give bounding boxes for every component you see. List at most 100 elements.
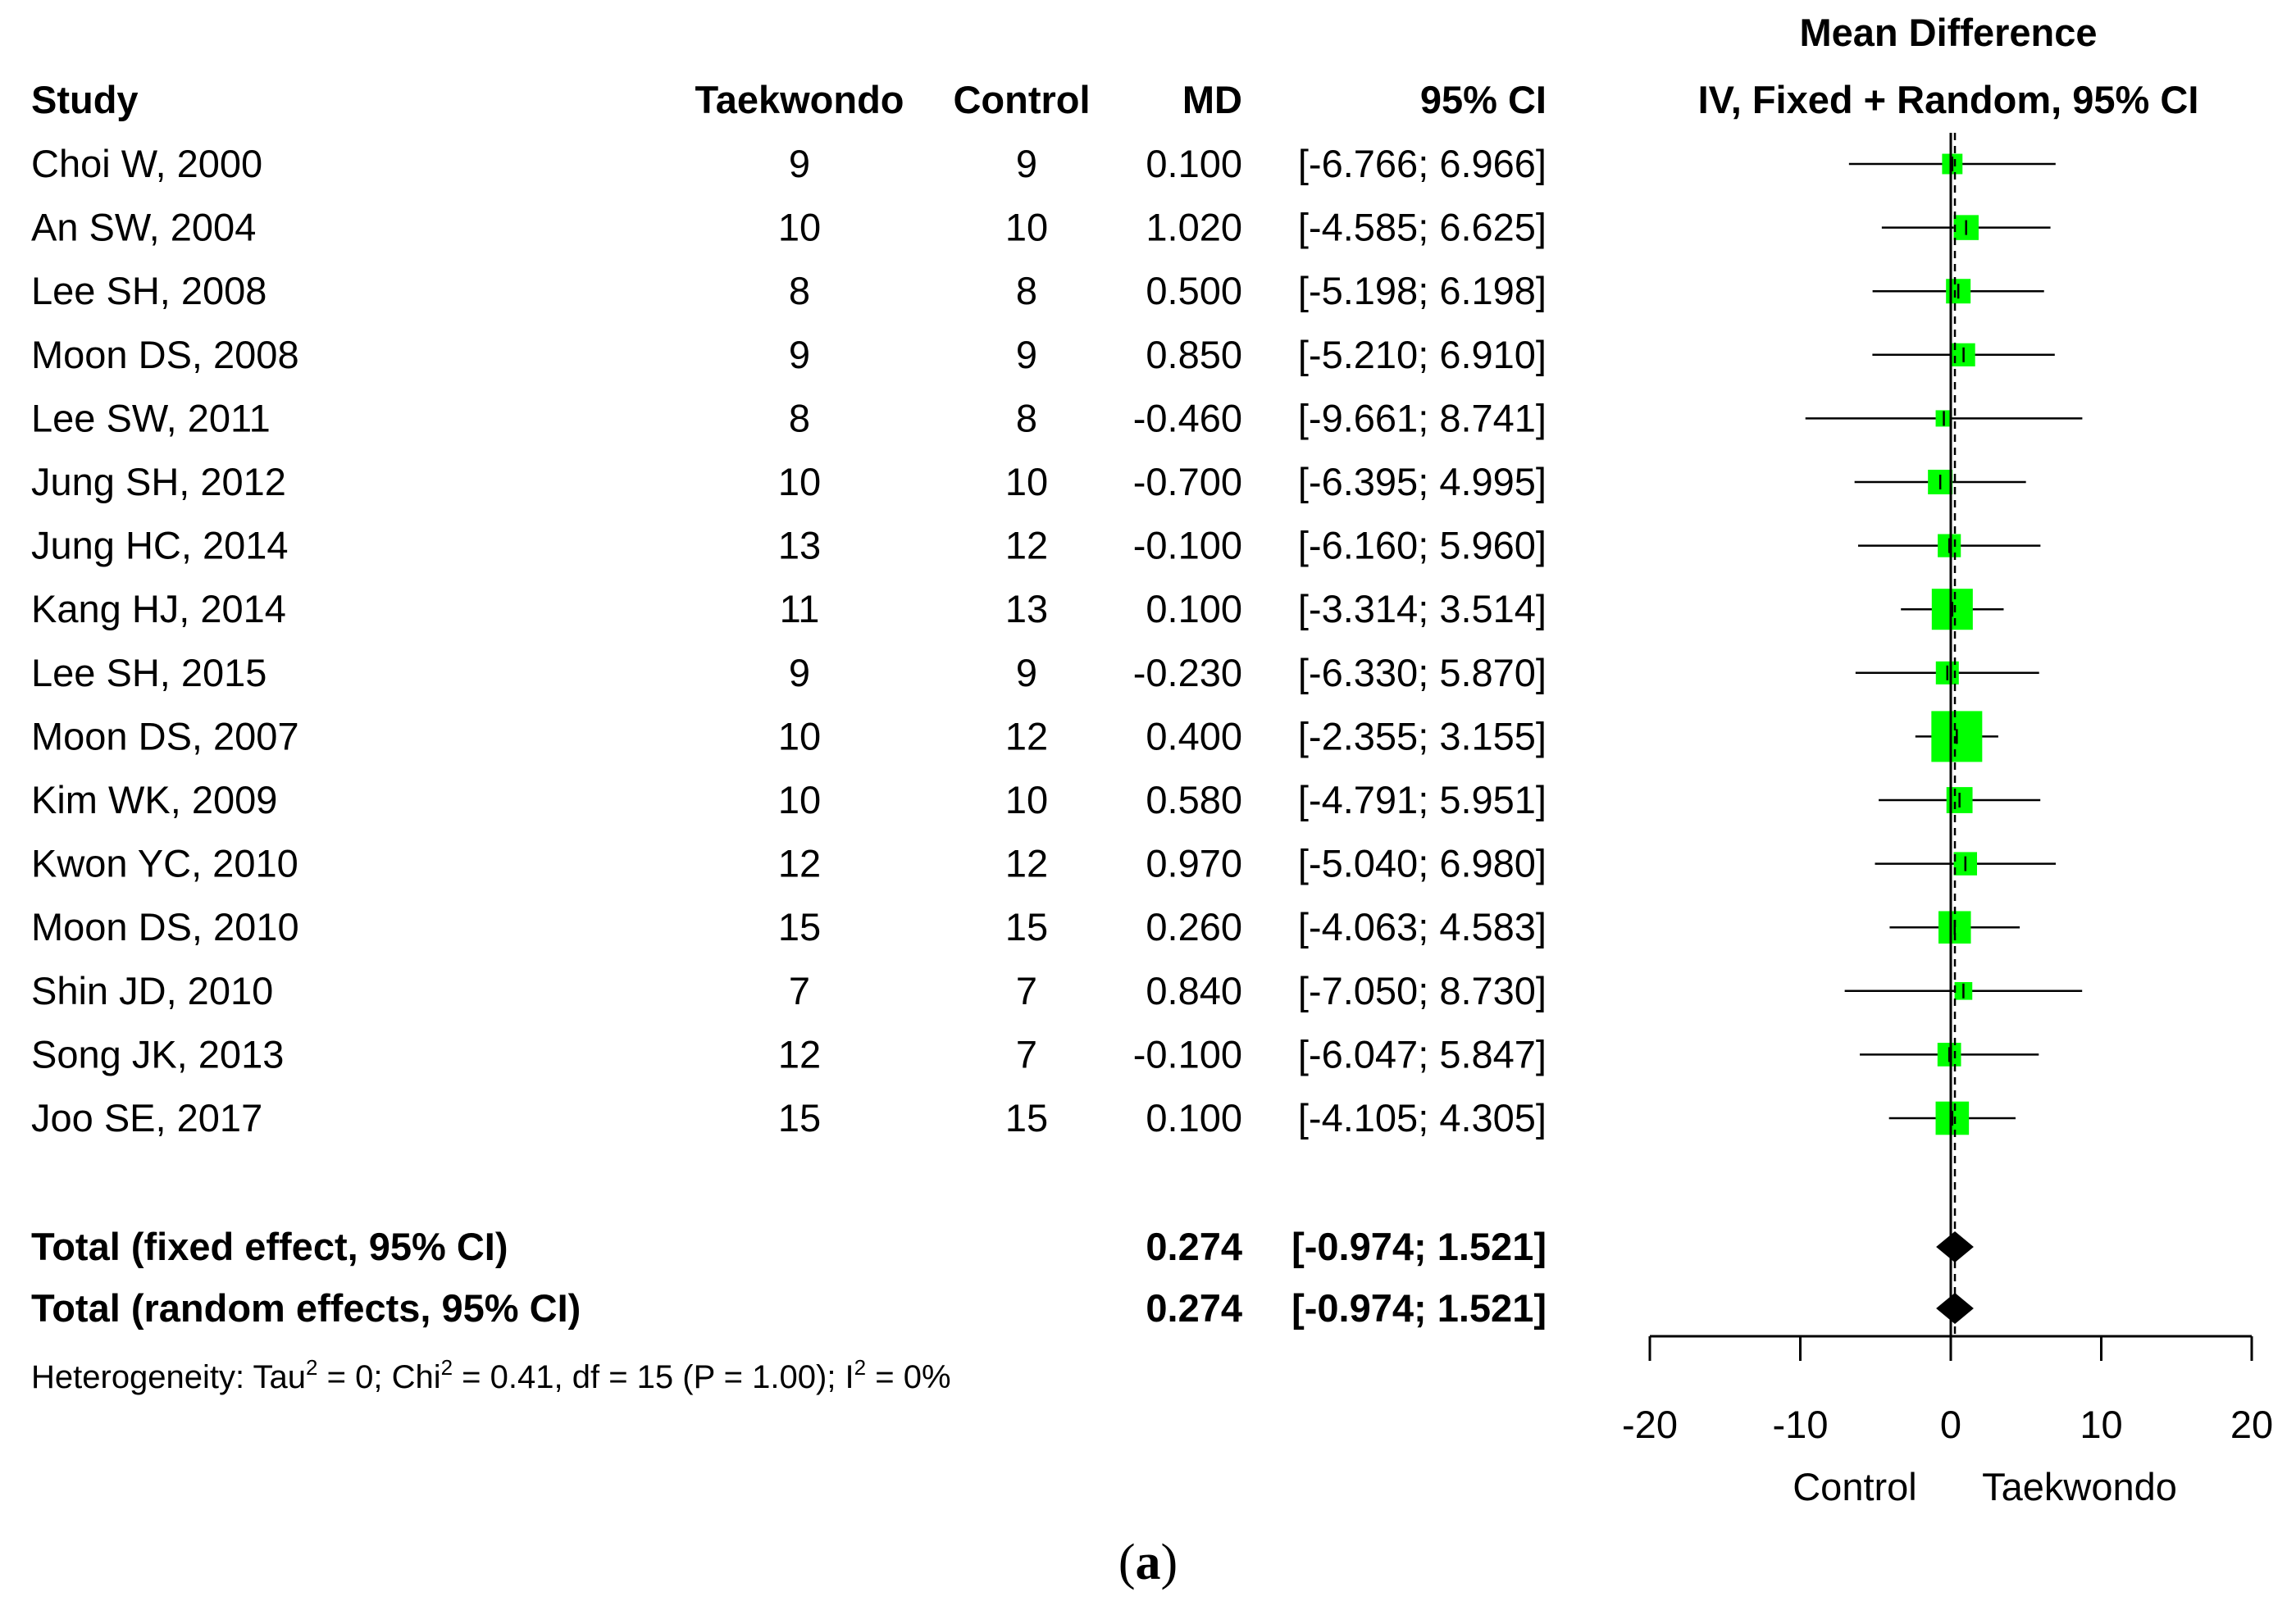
x-tick-label: 10 [2080, 1403, 2122, 1446]
total-name: Total (fixed effect, 95% CI) [31, 1225, 508, 1268]
heterogeneity-part: = 0; Chi [318, 1359, 441, 1395]
study-name: Jung SH, 2012 [31, 460, 286, 503]
total-name: Total (random effects, 95% CI) [31, 1286, 581, 1330]
treatment-n: 9 [789, 651, 810, 694]
ci-value: [-6.160; 5.960] [1298, 524, 1547, 567]
ci-value: [-4.105; 4.305] [1298, 1096, 1547, 1140]
ci-value: [-6.766; 6.966] [1298, 142, 1547, 185]
ci-value: [-4.063; 4.583] [1298, 905, 1547, 948]
x-tick-label: 20 [2230, 1403, 2273, 1446]
heterogeneity-text: Heterogeneity: Tau2 = 0; Chi2 = 0.41, df… [31, 1355, 951, 1395]
total-md: 0.274 [1146, 1225, 1242, 1268]
control-n: 7 [1016, 969, 1037, 1012]
x-tick-label: 0 [1940, 1403, 1961, 1446]
treatment-n: 12 [778, 842, 821, 885]
caption-letter: a [1136, 1535, 1161, 1590]
control-n: 15 [1005, 1096, 1048, 1140]
summary-diamond [1936, 1293, 1974, 1324]
md-value: 0.100 [1146, 1096, 1242, 1140]
study-name: Lee SW, 2011 [31, 396, 271, 439]
control-n: 13 [1005, 587, 1048, 630]
ci-value: [-6.330; 5.870] [1298, 651, 1547, 694]
x-label-taekwondo: Taekwondo [1982, 1465, 2177, 1508]
treatment-n: 15 [778, 905, 821, 948]
caption-paren: ) [1161, 1535, 1178, 1590]
treatment-n: 15 [778, 1096, 821, 1140]
md-value: -0.100 [1133, 1032, 1242, 1076]
study-name: Moon DS, 2010 [31, 905, 299, 948]
header-md: MD [1182, 78, 1242, 121]
header-control: Control [953, 78, 1090, 121]
treatment-n: 11 [780, 587, 820, 630]
heterogeneity-part: Heterogeneity: Tau [31, 1359, 306, 1395]
study-name: Kim WK, 2009 [31, 778, 277, 821]
ci-value: [-4.791; 5.951] [1298, 778, 1547, 821]
md-value: -0.230 [1133, 651, 1242, 694]
md-value: 0.840 [1146, 969, 1242, 1012]
ci-value: [-2.355; 3.155] [1298, 714, 1547, 757]
control-n: 9 [1016, 142, 1037, 185]
md-value: -0.460 [1133, 396, 1242, 439]
treatment-n: 12 [778, 1032, 821, 1076]
md-value: 1.020 [1146, 206, 1242, 249]
ci-value: [-6.395; 4.995] [1298, 460, 1547, 503]
control-n: 7 [1016, 1032, 1037, 1076]
treatment-n: 8 [789, 269, 810, 312]
ci-value: [-7.050; 8.730] [1298, 969, 1547, 1012]
treatment-n: 9 [789, 142, 810, 185]
control-n: 12 [1005, 714, 1048, 757]
study-name: Jung HC, 2014 [31, 524, 289, 567]
study-name: Kang HJ, 2014 [31, 587, 286, 630]
treatment-n: 10 [778, 714, 821, 757]
study-name: Joo SE, 2017 [31, 1096, 262, 1140]
study-name: Kwon YC, 2010 [31, 842, 298, 885]
plot-title-line2: IV, Fixed + Random, 95% CI [1698, 78, 2199, 121]
total-rows: Total (fixed effect, 95% CI) 0.274 [-0.974… [31, 1225, 1547, 1330]
x-axis: -20 -10 0 10 20 Control Taekwondo [1622, 1335, 2273, 1508]
control-n: 15 [1005, 905, 1048, 948]
figure-caption: (a) [1118, 1535, 1178, 1590]
md-value: 0.100 [1146, 587, 1242, 630]
treatment-n: 10 [778, 778, 821, 821]
study-name: Choi W, 2000 [31, 142, 262, 185]
md-value: 0.100 [1146, 142, 1242, 185]
ci-value: [-5.198; 6.198] [1298, 269, 1547, 312]
study-name: Lee SH, 2015 [31, 651, 266, 694]
treatment-n: 8 [789, 396, 810, 439]
study-name: Shin JD, 2010 [31, 969, 273, 1012]
ci-value: [-4.585; 6.625] [1298, 206, 1547, 249]
md-value: -0.700 [1133, 460, 1242, 503]
total-ci: [-0.974; 1.521] [1292, 1286, 1547, 1330]
heterogeneity-superscript: 2 [306, 1355, 317, 1380]
header-ci: 95% CI [1420, 78, 1547, 121]
heterogeneity-superscript: 2 [854, 1355, 866, 1380]
heterogeneity-superscript: 2 [441, 1355, 453, 1380]
md-value: 0.500 [1146, 269, 1242, 312]
x-label-control: Control [1793, 1465, 1917, 1508]
treatment-n: 13 [778, 524, 821, 567]
md-value: -0.100 [1133, 524, 1242, 567]
md-value: 0.400 [1146, 714, 1242, 757]
header-study: Study [31, 78, 139, 121]
study-name: An SW, 2004 [31, 206, 256, 249]
ci-value: [-3.314; 3.514] [1298, 587, 1547, 630]
heterogeneity-part: = 0.41, df = 15 (P = 1.00); I [453, 1359, 854, 1395]
control-n: 12 [1005, 524, 1048, 567]
study-name: Moon DS, 2007 [31, 714, 299, 757]
control-n: 10 [1005, 778, 1048, 821]
md-value: 0.260 [1146, 905, 1242, 948]
study-name: Lee SH, 2008 [31, 269, 266, 312]
study-name: Moon DS, 2008 [31, 333, 299, 376]
md-value: 0.970 [1146, 842, 1242, 885]
md-value: 0.580 [1146, 778, 1242, 821]
md-value: 0.850 [1146, 333, 1242, 376]
study-rows: Choi W, 2000 9 9 0.100 [-6.766; 6.966] An SW,… [31, 142, 1547, 1140]
control-n: 10 [1005, 206, 1048, 249]
study-name: Song JK, 2013 [31, 1032, 284, 1076]
control-n: 9 [1016, 333, 1037, 376]
control-n: 8 [1016, 269, 1037, 312]
ci-value: [-6.047; 5.847] [1298, 1032, 1547, 1076]
total-md: 0.274 [1146, 1286, 1242, 1330]
x-tick-label: -20 [1622, 1403, 1678, 1446]
